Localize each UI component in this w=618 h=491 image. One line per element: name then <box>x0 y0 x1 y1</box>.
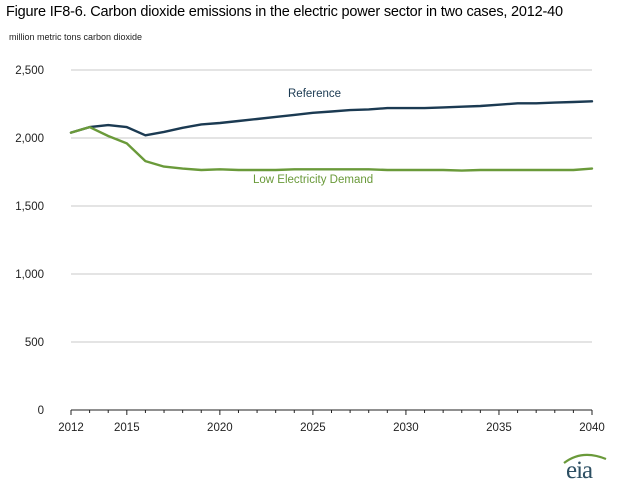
y-tick-label: 1,500 <box>15 201 44 213</box>
eia-logo-text: eia <box>566 457 593 484</box>
y-tick-label: 2,000 <box>15 133 44 145</box>
eia-logo: eia <box>562 451 608 487</box>
series-line-low-electricity-demand <box>69 125 594 172</box>
series-label-low-electricity-demand: Low Electricity Demand <box>253 174 373 186</box>
x-tick-label: 2035 <box>486 422 512 434</box>
x-tick-label: 2012 <box>58 422 84 434</box>
x-tick-label: 2030 <box>393 422 419 434</box>
x-tick-label: 2040 <box>579 422 605 434</box>
x-tick-label: 2015 <box>114 422 140 434</box>
series-label-reference: Reference <box>288 88 341 100</box>
eia-swoosh-icon <box>563 453 607 464</box>
y-axis-tick-labels: 0 500 1,000 1,500 2,000 2,500 <box>15 65 44 417</box>
x-axis-tick-labels: 2012 2015 2020 2025 2030 2035 2040 <box>58 422 605 434</box>
y-tick-label: 2,500 <box>15 65 44 77</box>
gridlines <box>71 69 592 343</box>
series-line-reference <box>69 100 594 137</box>
x-tick-label: 2020 <box>207 422 233 434</box>
x-axis <box>70 409 593 415</box>
y-tick-label: 1,000 <box>15 269 44 281</box>
y-tick-label: 0 <box>38 405 44 417</box>
y-tick-label: 500 <box>25 337 44 349</box>
series-lines <box>69 100 594 172</box>
x-tick-label: 2025 <box>300 422 326 434</box>
y-axis-unit-label: million metric tons carbon dioxide <box>9 32 143 42</box>
chart-title: Figure IF8-6. Carbon dioxide emissions i… <box>6 4 563 20</box>
